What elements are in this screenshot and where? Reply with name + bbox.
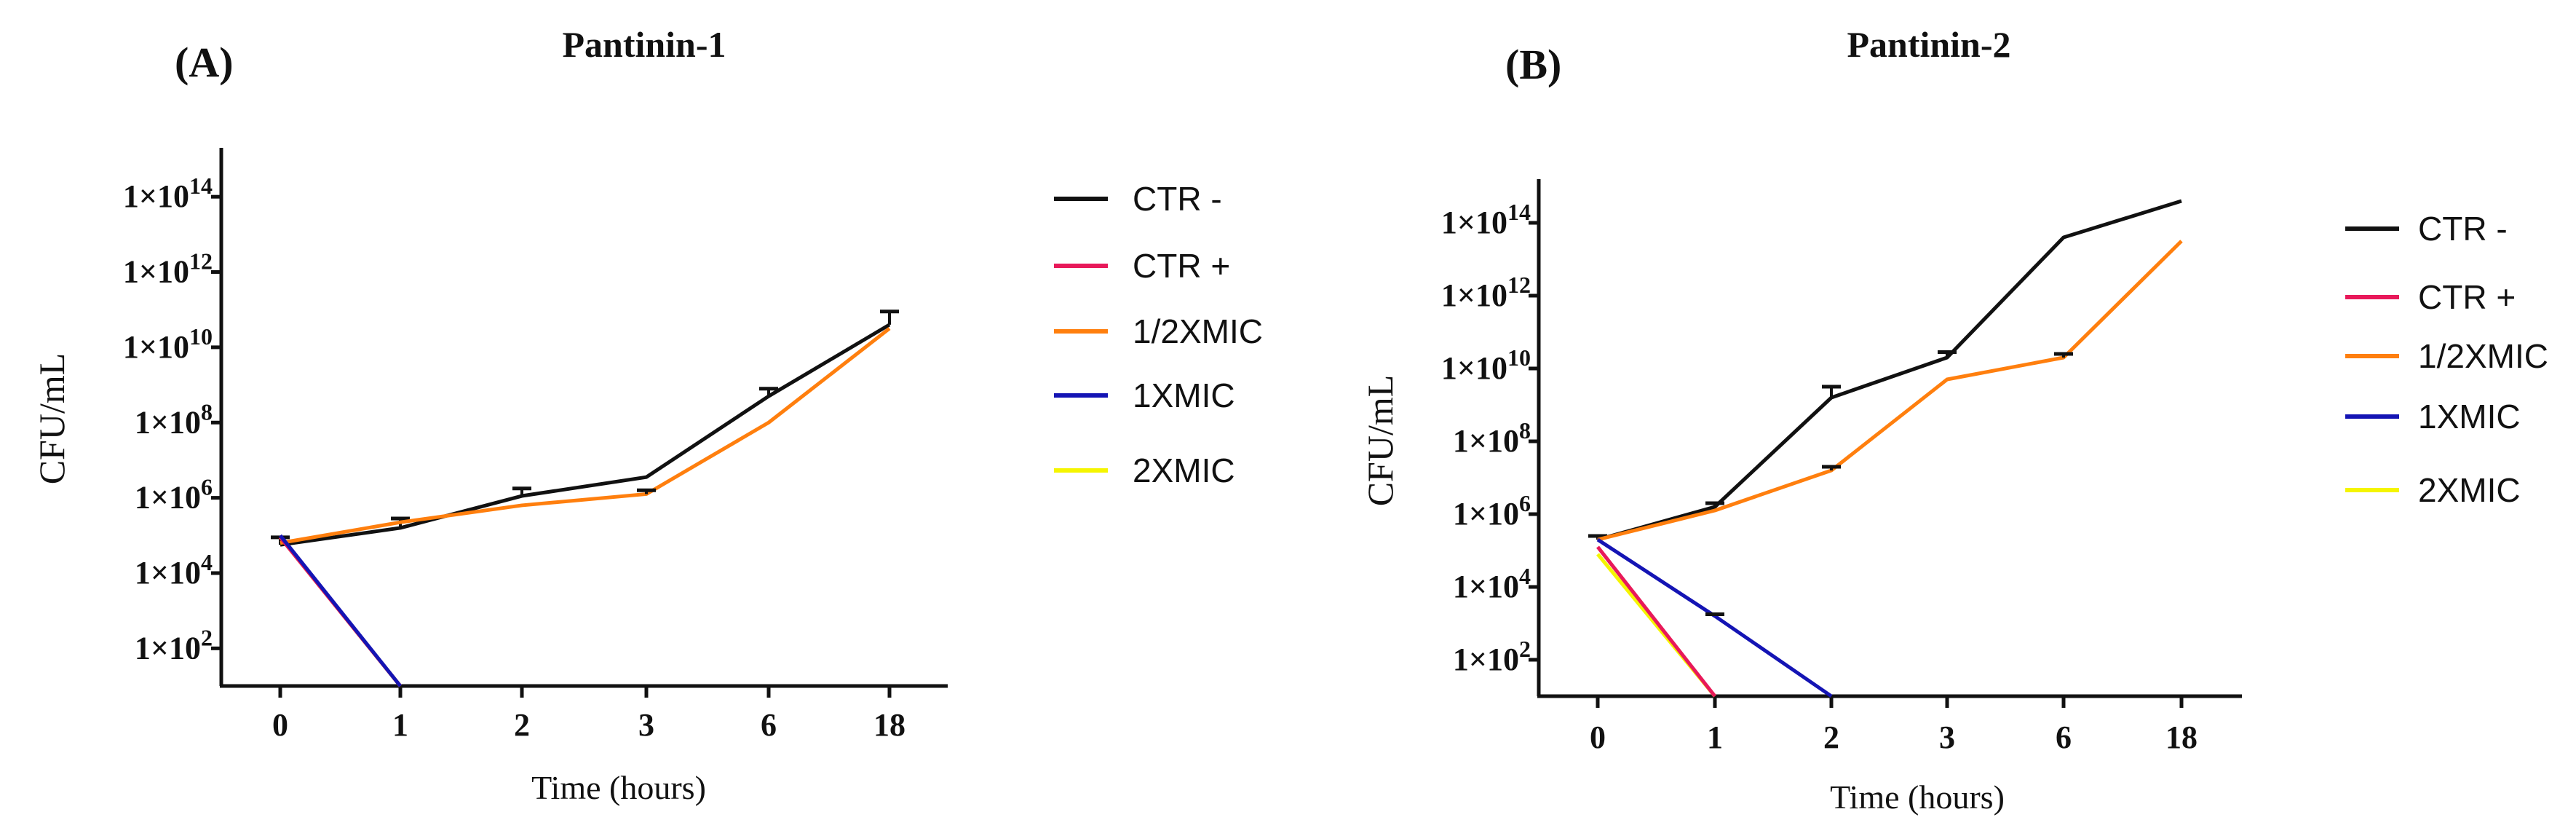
x-ticks-a: 0 1 2 3 6 18	[272, 686, 905, 743]
legend-label-b-1-2xmic: 1/2XMIC	[2418, 337, 2548, 375]
y-tick-label-b-2: 1×102	[1453, 636, 1531, 677]
y-tick-label-a-8: 1×108	[135, 398, 213, 440]
series-line-b-1-2xmic	[1597, 240, 2183, 542]
panel-b: (B) Pantinin-2 CFU/mL Time (hours) 1×102…	[1360, 24, 2548, 816]
x-tick-label-b-18: 18	[2165, 719, 2197, 755]
y-tick-label-b-10: 1×1010	[1441, 344, 1531, 386]
y-tick-label-b-8: 1×108	[1453, 417, 1531, 459]
x-tick-label-a-6: 6	[761, 707, 777, 743]
legend-label-a-1-2xmic: 1/2XMIC	[1133, 312, 1263, 350]
x-tick-label-a-1: 1	[392, 707, 408, 743]
legend-label-b-2xmic: 2XMIC	[2418, 471, 2521, 509]
series-group-b	[1588, 199, 2183, 698]
y-tick-label-b-12: 1×1012	[1441, 272, 1531, 313]
y-ticks-b: 1×102 1×104 1×106 1×108 1×1010 1×1012 1×1014	[1441, 199, 1539, 677]
y-tick-label-b-4: 1×104	[1453, 563, 1531, 604]
chart-title-b: Pantinin-2	[1847, 24, 2010, 65]
x-tick-label-b-3: 3	[1939, 719, 1955, 755]
series-line-b-ctr-plus	[1596, 545, 1716, 698]
y-tick-label-a-10: 1×1010	[123, 323, 213, 365]
chart-title-a: Pantinin-1	[562, 24, 726, 65]
legend-label-b-1xmic: 1XMIC	[2418, 398, 2521, 435]
panel-label-b: (B)	[1505, 41, 1561, 88]
y-tick-label-a-4: 1×104	[135, 549, 213, 591]
y-axis-label-a: CFU/mL	[31, 353, 72, 485]
y-tick-label-a-12: 1×1012	[123, 248, 213, 290]
x-tick-label-a-3: 3	[638, 707, 654, 743]
series-line-a-ctr-minus	[280, 323, 891, 547]
series-line-b-1xmic	[1596, 537, 1833, 698]
legend-label-a-1xmic: 1XMIC	[1133, 376, 1235, 414]
x-tick-label-b-2: 2	[1823, 719, 1839, 755]
y-tick-label-a-6: 1×106	[135, 474, 213, 516]
series-line-a-1xmic	[279, 534, 402, 687]
y-tick-label-b-6: 1×106	[1453, 490, 1531, 532]
y-ticks-a: 1×102 1×104 1×106 1×108 1×1010 1×1012 1×1014	[123, 173, 221, 666]
y-tick-label-b-14: 1×1014	[1441, 199, 1531, 240]
x-tick-label-a-2: 2	[514, 707, 530, 743]
legend-label-b-ctr-plus: CTR +	[2418, 278, 2516, 316]
x-tick-label-b-1: 1	[1707, 719, 1723, 755]
x-tick-label-a-0: 0	[272, 707, 288, 743]
legend-label-a-2xmic: 2XMIC	[1133, 451, 1235, 489]
y-tick-label-a-14: 1×1014	[123, 173, 213, 214]
x-tick-label-b-6: 6	[2056, 719, 2072, 755]
legend-label-a-ctr-plus: CTR +	[1133, 247, 1230, 285]
y-axis-label-b: CFU/mL	[1360, 375, 1400, 507]
x-ticks-b: 0 1 2 3 6 18	[1590, 696, 2197, 755]
x-axis-label-a: Time (hours)	[531, 769, 706, 806]
panel-a: (A) Pantinin-1 CFU/mL Time (hours) 1×102…	[31, 24, 1263, 806]
series-line-b-ctr-minus	[1597, 199, 2182, 542]
panel-label-a: (A)	[175, 39, 234, 86]
y-tick-label-a-2: 1×102	[135, 624, 213, 666]
legend-b: CTR - CTR + 1/2XMIC 1XMIC 2XMIC	[2345, 210, 2548, 509]
legend-a: CTR - CTR + 1/2XMIC 1XMIC 2XMIC	[1054, 180, 1263, 489]
x-axis-label-b: Time (hours)	[1830, 778, 2005, 816]
series-line-a-1-2xmic	[280, 327, 891, 545]
legend-label-a-ctr-minus: CTR -	[1133, 180, 1222, 218]
legend-label-b-ctr-minus: CTR -	[2418, 210, 2508, 248]
x-tick-label-b-0: 0	[1590, 719, 1606, 755]
series-group-a	[271, 309, 899, 687]
x-tick-label-a-18: 18	[873, 707, 905, 743]
